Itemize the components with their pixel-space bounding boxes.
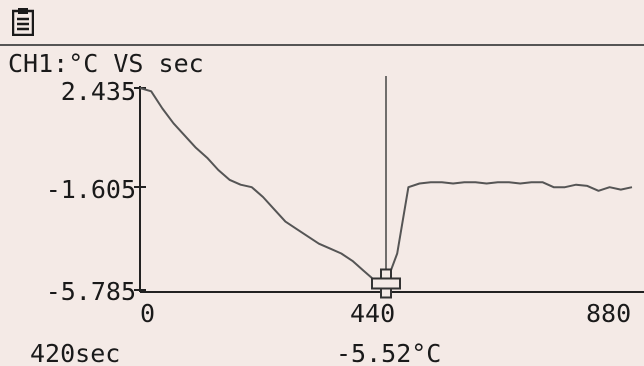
status-bar: [0, 0, 644, 46]
y-tick-label-max: 2.435: [60, 77, 136, 106]
y-tick-label-min: -5.785: [45, 277, 136, 306]
chart-title: CH1:°C VS sec: [8, 49, 204, 78]
x-tick-label-start: 0: [140, 299, 156, 328]
cursor-crosshair-icon[interactable]: [371, 268, 401, 299]
y-tick-label-mid: -1.605: [45, 175, 136, 204]
cursor-time-readout: 420sec: [30, 339, 121, 366]
x-tick-label-end: 880: [586, 299, 632, 328]
cursor-temperature-readout: -5.52°C: [336, 339, 442, 366]
clipboard-icon: [12, 8, 34, 36]
x-tick-label-mid: 440: [350, 299, 396, 328]
